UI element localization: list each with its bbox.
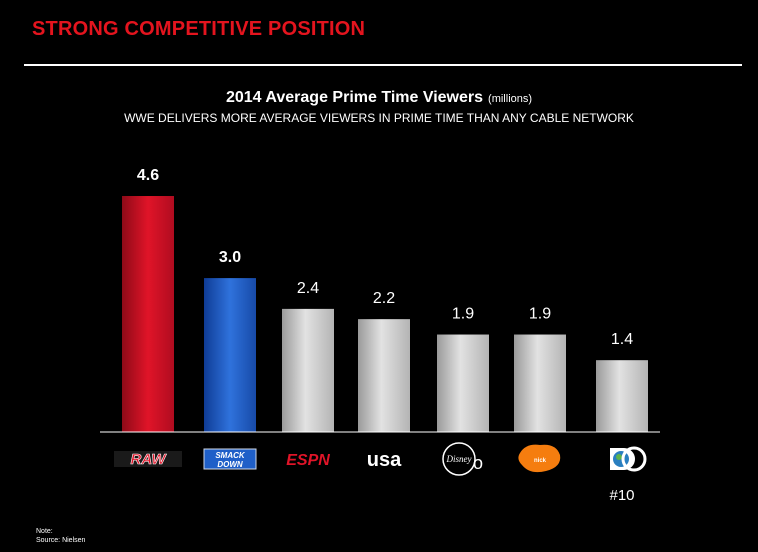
rank-annotation: #10 xyxy=(609,487,634,504)
slide-title: STRONG COMPETITIVE POSITION xyxy=(32,18,366,40)
value-label: 1.4 xyxy=(611,331,633,348)
bar-usa xyxy=(358,319,410,432)
bar-raw xyxy=(122,196,174,432)
svg-text:usa: usa xyxy=(367,449,402,471)
espn-logo-icon: ESPN xyxy=(286,452,330,469)
value-label: 4.6 xyxy=(137,167,159,184)
bar-disney-channel xyxy=(437,334,489,432)
chart-title-text: 2014 Average Prime Time Viewers xyxy=(225,89,484,106)
value-label: 2.4 xyxy=(297,280,319,297)
smackdown-logo-icon: SMACK DOWN xyxy=(203,448,257,470)
bar-smackdown xyxy=(204,278,256,432)
value-label: 1.9 xyxy=(529,306,551,323)
svg-text:Disney: Disney xyxy=(446,454,472,464)
nickelodeon-logo-icon: nick xyxy=(518,444,561,473)
chart-title-units: (millions) xyxy=(488,93,533,105)
title-divider xyxy=(24,64,742,66)
bar-nickelodeon xyxy=(514,334,566,432)
svg-text:nick: nick xyxy=(534,458,547,464)
chart-subtitle: WWE DELIVERS MORE AVERAGE VIEWERS IN PRI… xyxy=(124,111,634,125)
svg-text:SMACK: SMACK xyxy=(215,451,246,460)
value-label: 1.9 xyxy=(452,306,474,323)
footnote-source: Source: Nielsen xyxy=(36,537,86,544)
discovery-logo-icon xyxy=(610,446,647,472)
value-label: 3.0 xyxy=(219,249,241,266)
bar-espn xyxy=(282,308,334,432)
chart-title: 2014 Average Prime Time Viewers (millions… xyxy=(0,89,758,107)
usa-logo-icon: usa xyxy=(367,449,402,471)
svg-text:o: o xyxy=(473,453,483,473)
bar-discovery xyxy=(596,360,648,432)
footnote-note: Note: xyxy=(36,528,53,535)
svg-text:RAW: RAW xyxy=(131,451,168,468)
value-label: 2.2 xyxy=(373,290,395,307)
footnote: Note: Source: Nielsen xyxy=(36,527,85,545)
svg-text:DOWN: DOWN xyxy=(217,460,243,469)
raw-logo-icon: RAW xyxy=(114,451,182,468)
disney-channel-logo-icon: Disney o xyxy=(442,442,483,476)
svg-text:ESPN: ESPN xyxy=(286,452,330,469)
